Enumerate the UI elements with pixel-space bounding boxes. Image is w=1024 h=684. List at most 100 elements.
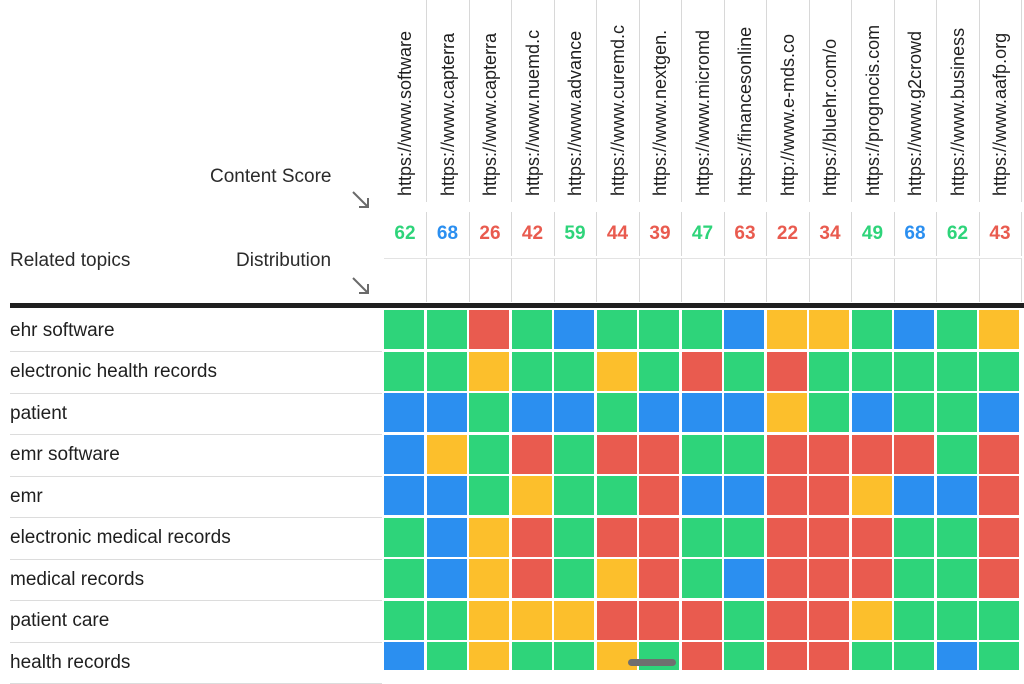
- topic-row-label[interactable]: medical records: [10, 559, 382, 601]
- heatmap-cell[interactable]: [426, 476, 467, 515]
- heatmap-cell[interactable]: [809, 517, 849, 557]
- heatmap-cell[interactable]: [724, 434, 764, 474]
- heatmap-cell[interactable]: [851, 351, 892, 391]
- competitor-url-header[interactable]: https://www.software: [384, 0, 427, 202]
- heatmap-cell[interactable]: [894, 559, 934, 598]
- heatmap-cell[interactable]: [554, 642, 594, 670]
- heatmap-cell[interactable]: [766, 351, 807, 391]
- competitor-url-header[interactable]: https://www.capterra: [469, 0, 512, 202]
- heatmap-cell[interactable]: [426, 393, 467, 432]
- heatmap-cell[interactable]: [936, 642, 977, 670]
- heatmap-cell[interactable]: [851, 434, 892, 474]
- heatmap-cell[interactable]: [426, 559, 467, 598]
- heatmap-cell[interactable]: [766, 476, 807, 515]
- heatmap-cell[interactable]: [894, 351, 934, 391]
- heatmap-cell[interactable]: [639, 351, 679, 391]
- heatmap-cell[interactable]: [766, 310, 807, 349]
- heatmap-cell[interactable]: [894, 517, 934, 557]
- heatmap-cell[interactable]: [384, 393, 424, 432]
- heatmap-cell[interactable]: [511, 476, 552, 515]
- heatmap-cell[interactable]: [511, 559, 552, 598]
- competitor-url-header[interactable]: https://www.nuemd.c: [512, 0, 555, 202]
- topic-row-label[interactable]: health records: [10, 642, 382, 684]
- competitor-url-header[interactable]: https://prognocis.com: [852, 0, 895, 202]
- heatmap-cell[interactable]: [681, 559, 722, 598]
- heatmap-cell[interactable]: [766, 642, 807, 670]
- heatmap-cell[interactable]: [511, 310, 552, 349]
- heatmap-cell[interactable]: [766, 600, 807, 640]
- heatmap-cell[interactable]: [554, 476, 594, 515]
- topic-row-label[interactable]: electronic health records: [10, 352, 382, 394]
- heatmap-cell[interactable]: [469, 642, 509, 670]
- heatmap-cell[interactable]: [979, 600, 1019, 640]
- heatmap-cell[interactable]: [426, 642, 467, 670]
- heatmap-cell[interactable]: [809, 310, 849, 349]
- heatmap-cell[interactable]: [724, 310, 764, 349]
- heatmap-cell[interactable]: [639, 600, 679, 640]
- heatmap-cell[interactable]: [894, 476, 934, 515]
- topic-row-label[interactable]: emr: [10, 476, 382, 518]
- heatmap-cell[interactable]: [979, 393, 1019, 432]
- heatmap-cell[interactable]: [426, 310, 467, 349]
- competitor-url-header[interactable]: http://www.e-mds.co: [767, 0, 810, 202]
- heatmap-cell[interactable]: [681, 476, 722, 515]
- heatmap-cell[interactable]: [936, 351, 977, 391]
- heatmap-cell[interactable]: [979, 517, 1019, 557]
- heatmap-cell[interactable]: [766, 393, 807, 432]
- heatmap-cell[interactable]: [724, 476, 764, 515]
- heatmap-cell[interactable]: [724, 559, 764, 598]
- heatmap-cell[interactable]: [384, 434, 424, 474]
- heatmap-cell[interactable]: [936, 517, 977, 557]
- heatmap-cell[interactable]: [936, 310, 977, 349]
- heatmap-cell[interactable]: [596, 310, 637, 349]
- heatmap-cell[interactable]: [384, 642, 424, 670]
- heatmap-cell[interactable]: [724, 351, 764, 391]
- heatmap-cell[interactable]: [554, 310, 594, 349]
- heatmap-cell[interactable]: [384, 517, 424, 557]
- heatmap-cell[interactable]: [936, 600, 977, 640]
- topic-row-label[interactable]: emr software: [10, 435, 382, 477]
- heatmap-cell[interactable]: [894, 310, 934, 349]
- heatmap-cell[interactable]: [639, 434, 679, 474]
- heatmap-cell[interactable]: [851, 476, 892, 515]
- competitor-url-header[interactable]: https://www.nextgen.: [639, 0, 682, 202]
- heatmap-cell[interactable]: [936, 476, 977, 515]
- heatmap-cell[interactable]: [681, 351, 722, 391]
- heatmap-cell[interactable]: [426, 351, 467, 391]
- heatmap-cell[interactable]: [851, 642, 892, 670]
- heatmap-cell[interactable]: [384, 559, 424, 598]
- heatmap-cell[interactable]: [639, 559, 679, 598]
- heatmap-cell[interactable]: [639, 476, 679, 515]
- heatmap-cell[interactable]: [426, 600, 467, 640]
- heatmap-cell[interactable]: [511, 600, 552, 640]
- heatmap-cell[interactable]: [511, 517, 552, 557]
- heatmap-cell[interactable]: [511, 434, 552, 474]
- topic-row-label[interactable]: ehr software: [10, 310, 382, 352]
- heatmap-cell[interactable]: [979, 310, 1019, 349]
- heatmap-cell[interactable]: [596, 600, 637, 640]
- heatmap-cell[interactable]: [894, 393, 934, 432]
- heatmap-cell[interactable]: [426, 517, 467, 557]
- topic-row-label[interactable]: electronic medical records: [10, 518, 382, 560]
- heatmap-cell[interactable]: [384, 600, 424, 640]
- heatmap-cell[interactable]: [469, 517, 509, 557]
- heatmap-cell[interactable]: [384, 310, 424, 349]
- heatmap-cell[interactable]: [979, 642, 1019, 670]
- heatmap-cell[interactable]: [469, 351, 509, 391]
- heatmap-cell[interactable]: [809, 559, 849, 598]
- competitor-url-header[interactable]: https://www.g2crowd: [894, 0, 937, 202]
- heatmap-cell[interactable]: [809, 393, 849, 432]
- heatmap-cell[interactable]: [554, 393, 594, 432]
- heatmap-cell[interactable]: [851, 517, 892, 557]
- heatmap-cell[interactable]: [384, 476, 424, 515]
- heatmap-cell[interactable]: [936, 559, 977, 598]
- heatmap-cell[interactable]: [724, 517, 764, 557]
- competitor-url-header[interactable]: https://www.business: [937, 0, 980, 202]
- competitor-url-header[interactable]: https://www.micromd: [682, 0, 725, 202]
- heatmap-cell[interactable]: [936, 434, 977, 474]
- heatmap-cell[interactable]: [809, 434, 849, 474]
- competitor-url-header[interactable]: https://www.curemd.c: [597, 0, 640, 202]
- heatmap-cell[interactable]: [809, 642, 849, 670]
- heatmap-cell[interactable]: [851, 559, 892, 598]
- heatmap-cell[interactable]: [469, 310, 509, 349]
